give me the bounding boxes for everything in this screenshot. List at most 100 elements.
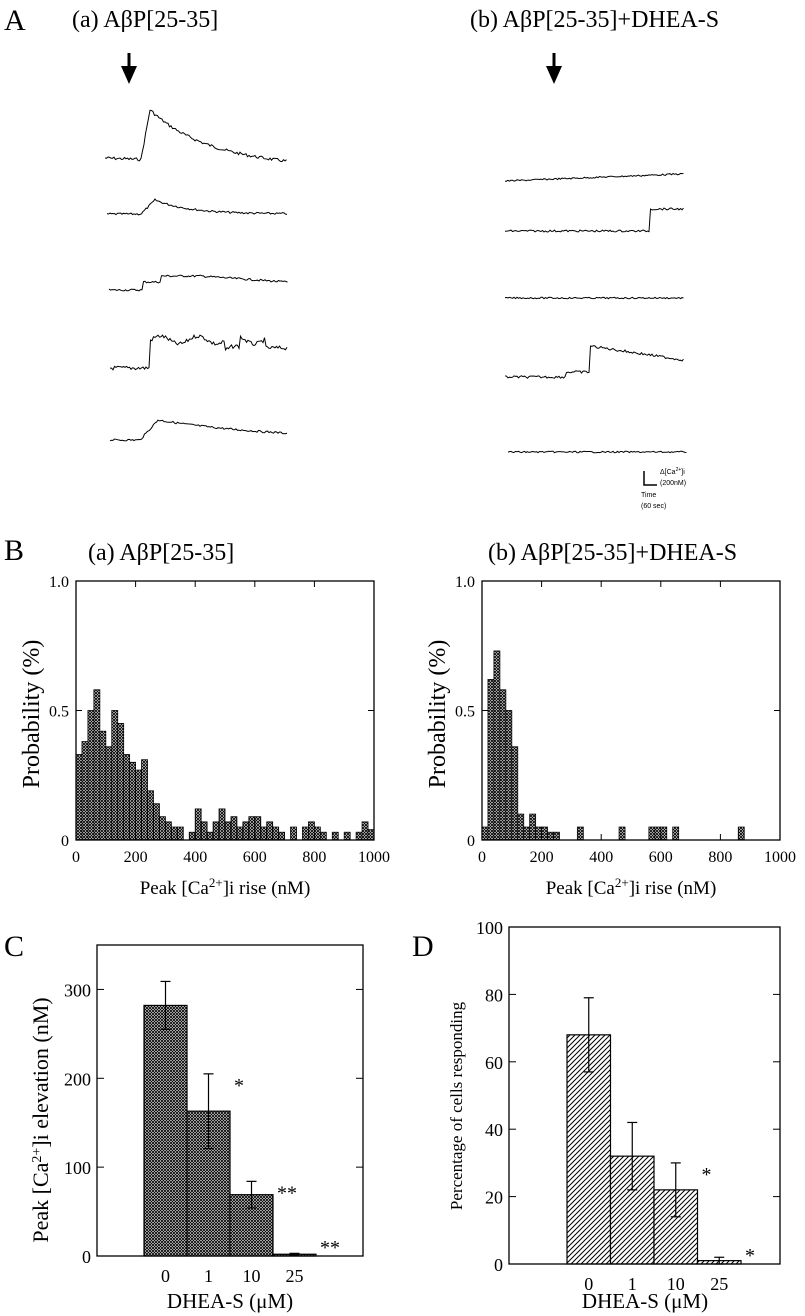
category-label: 10 (243, 1266, 261, 1286)
significance-mark: * (702, 1164, 712, 1186)
histogram-bar (188, 831, 196, 841)
category-label: 25 (710, 1274, 728, 1294)
histogram-bar (618, 826, 626, 841)
y-tick-label: 1.0 (49, 574, 69, 591)
plot-frame (96, 944, 364, 1257)
calcium-trace (504, 172, 684, 182)
x-tick-label: 400 (183, 849, 207, 866)
svg-text:Δ[Ca2+]i: Δ[Ca2+]i (660, 467, 685, 476)
histogram-bar (135, 769, 142, 841)
y-tick-label: 0 (82, 1247, 91, 1267)
histogram-bar (511, 746, 519, 841)
histogram-a-x-label: Peak [Ca2+]i rise (nM) (140, 875, 311, 899)
histogram-bar (242, 821, 250, 841)
bar-chart-c: 0 * 1 ** 10 ** 25 0 100 200 300 (64, 944, 364, 1286)
x-tick-label: 600 (243, 849, 267, 866)
histogram-bar (535, 826, 543, 841)
bar-chart-c-y-label: Peak [Ca2+]i elevation (nM) (28, 997, 53, 1242)
x-tick-label: 200 (124, 849, 148, 866)
histogram-b-x-label: Peak [Ca2+]i rise (nM) (546, 875, 717, 899)
histogram-bar (523, 826, 531, 841)
histogram-b: 0 200 400 600 800 1000 0 0.5 1.0 (455, 574, 796, 866)
panel-d: D 0 1 * 10 * 25 0 20 40 60 80 100 Percentage of cel… (412, 918, 781, 1313)
bar-chart-d: 0 1 * 10 * 25 0 20 40 60 80 100 (476, 918, 781, 1294)
histogram-bar (319, 831, 327, 841)
histogram-bar (105, 746, 113, 841)
histogram-bar (75, 754, 83, 841)
x-tick-label: 0 (72, 849, 80, 866)
histogram-bar (737, 826, 745, 841)
scale-bar: Δ[Ca2+]i (200nM) Time (60 sec) (641, 467, 686, 510)
x-tick-label: 800 (708, 849, 732, 866)
histogram-bar (302, 826, 309, 841)
histogram-a: 0 200 400 600 800 1000 0 0.5 1.0 (49, 574, 390, 866)
histogram-bar (272, 826, 280, 841)
significance-mark: ** (277, 1182, 297, 1204)
significance-mark: * (234, 1075, 244, 1097)
histogram-b-y-label: Probability (%) (425, 640, 451, 789)
histogram-bar (218, 808, 226, 841)
histogram-bar (499, 689, 507, 841)
y-tick-label: 100 (476, 918, 503, 938)
plot-frame (508, 926, 781, 1265)
histogram-bar (170, 826, 178, 841)
y-tick-label: 0 (467, 833, 475, 850)
category-label: 25 (286, 1266, 304, 1286)
histogram-bar (505, 710, 513, 841)
y-tick-label: 60 (485, 1053, 503, 1073)
histogram-bar (331, 831, 339, 841)
histogram-bar (81, 741, 89, 841)
y-tick-label: 1.0 (455, 574, 475, 591)
histogram-bar (117, 723, 125, 841)
histogram-bar (547, 831, 554, 841)
scale-bar-y-label: Δ[Ca (660, 469, 676, 476)
histogram-a-title: (a) AβP[25-35] (88, 540, 234, 566)
histogram-bar (153, 803, 160, 841)
y-tick-label: 0.5 (455, 704, 475, 721)
calcium-trace (110, 334, 288, 371)
category-label: 1 (628, 1274, 637, 1294)
histogram-bar (553, 831, 560, 841)
histogram-bar (111, 710, 119, 841)
bar-chart-c-x-label: DHEA-S (μM) (167, 1289, 293, 1313)
histogram-bar (493, 650, 501, 841)
x-tick-label: 600 (649, 849, 673, 866)
scale-bar-x-value: (60 sec) (641, 503, 666, 510)
y-tick-label: 0.5 (49, 704, 69, 721)
histogram-bar (147, 790, 154, 841)
histogram-bar (660, 826, 668, 841)
histogram-bar (194, 808, 202, 841)
histogram-bar (648, 826, 656, 841)
y-tick-label: 300 (64, 980, 91, 1000)
panel-c-letter: C (4, 930, 24, 963)
calcium-trace (104, 109, 287, 163)
histogram-bar (541, 826, 548, 841)
panel-b: B (a) AβP[25-35] (b) AβP[25-35]+DHEA-S 0… (4, 534, 796, 899)
panel-a: A (a) AβP[25-35] (b) AβP[25-35]+DHEA-S Δ… (4, 4, 719, 510)
scale-bar-y-value: (200nM) (660, 480, 686, 487)
histogram-bar (654, 826, 662, 841)
panel-a-left-title: (a) AβP[25-35] (72, 7, 218, 33)
histogram-bar (224, 821, 232, 841)
y-tick-label: 80 (485, 985, 503, 1005)
arrow-down-icon (546, 53, 562, 84)
y-tick-label: 100 (64, 1158, 91, 1178)
panel-a-letter: A (4, 4, 26, 37)
histogram-bar (343, 831, 351, 841)
panel-d-letter: D (412, 930, 434, 963)
category-label: 0 (161, 1266, 170, 1286)
histogram-bar (266, 821, 274, 841)
histogram-bar (487, 679, 495, 841)
calcium-trace (504, 296, 684, 300)
histogram-bar (254, 816, 262, 841)
histogram-bar (481, 826, 489, 841)
histogram-bar (176, 826, 184, 841)
histogram-bar (129, 761, 136, 841)
histogram-bar (164, 821, 172, 841)
calcium-trace (108, 274, 288, 292)
plot-frame (481, 580, 781, 841)
significance-mark: ** (320, 1237, 340, 1259)
histogram-bar (361, 821, 369, 841)
category-label: 0 (584, 1274, 593, 1294)
panel-b-letter: B (4, 534, 24, 567)
